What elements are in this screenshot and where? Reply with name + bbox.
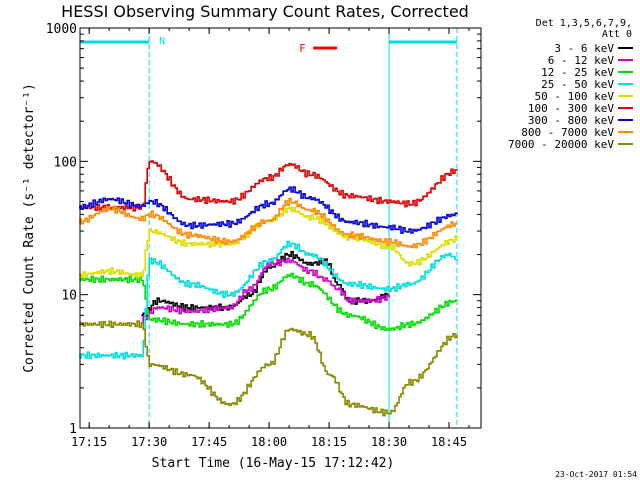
x-tick-label: 18:00	[251, 435, 287, 449]
y-tick-label: 100	[54, 155, 77, 170]
legend-label: 12 - 25 keV	[541, 66, 614, 79]
x-tick-label: 18:30	[371, 435, 407, 449]
series-line-25-50-kev	[79, 240, 458, 360]
x-tick-label: 18:15	[311, 435, 347, 449]
plot-frame	[79, 27, 482, 429]
x-tick-label: 17:30	[131, 435, 167, 449]
flare-marker-label: F	[299, 42, 306, 55]
legend-label: 300 - 800 keV	[528, 114, 614, 127]
legend-header: Att 0	[602, 29, 632, 40]
legend-label: 7000 - 20000 keV	[508, 138, 614, 151]
x-tick-label: 17:15	[71, 435, 107, 449]
y-axis-label: Corrected Count Rate (s⁻¹ detector⁻¹)	[22, 83, 37, 373]
x-tick-label: 17:45	[191, 435, 227, 449]
legend-label: 25 - 50 keV	[541, 78, 614, 91]
series-line-6-12-kev	[141, 257, 390, 324]
legend-label: 800 - 7000 keV	[521, 126, 614, 139]
x-axis-label: Start Time (16-May-15 17:12:42)	[152, 456, 395, 471]
x-tick-label: 18:45	[431, 435, 467, 449]
series-line-3-6-kev	[141, 250, 389, 317]
timestamp-label: 23-Oct-2017 01:54	[555, 470, 637, 479]
legend-label: 6 - 12 keV	[548, 54, 615, 67]
series-line-12-25-kev	[79, 272, 458, 331]
y-tick-label: 1000	[46, 22, 77, 37]
series-line-7000-20000-kev	[79, 320, 458, 417]
legend-header: Det 1,3,5,6,7,9,	[536, 18, 632, 29]
y-tick-label: 1	[69, 422, 77, 437]
legend-label: 50 - 100 keV	[535, 90, 615, 103]
series-line-300-800-kev	[79, 186, 458, 234]
series-line-800-7000-kev	[79, 197, 458, 249]
legend-label: 3 - 6 keV	[554, 42, 614, 55]
legend-label: 100 - 300 keV	[528, 102, 614, 115]
night-marker-label: N	[159, 36, 165, 47]
chart-title: HESSI Observing Summary Count Rates, Cor…	[61, 2, 469, 21]
y-tick-label: 10	[61, 289, 77, 304]
